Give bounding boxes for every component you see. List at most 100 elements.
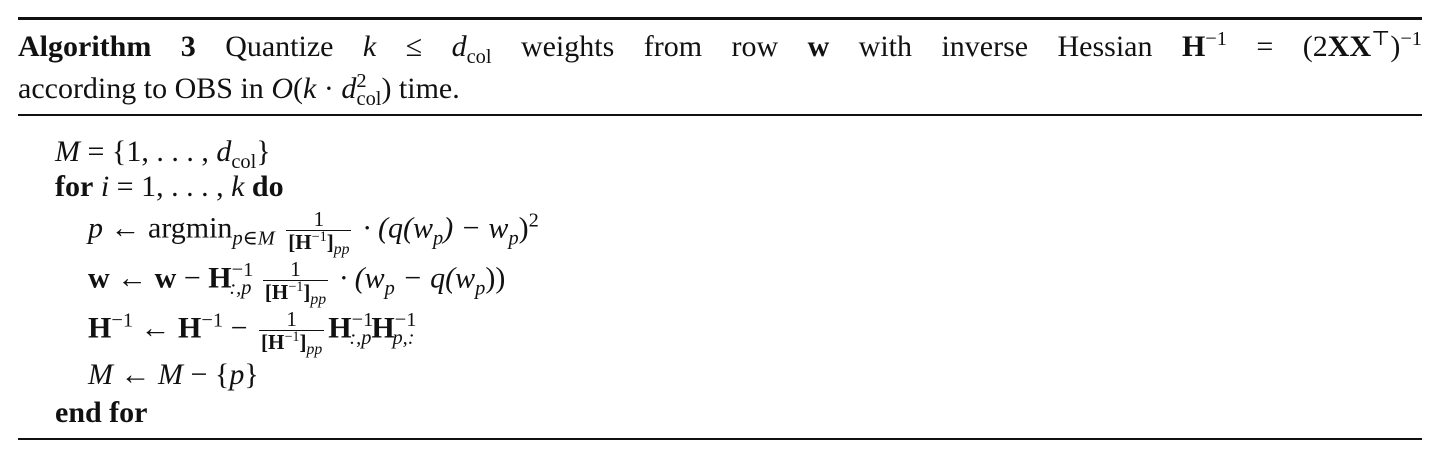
caption-text: with inverse Hessian (858, 30, 1153, 63)
fraction: 1 [H−1]pp (259, 307, 325, 358)
math-text: } (244, 358, 259, 391)
algorithm-label: Algorithm 3 (18, 30, 196, 63)
math-sub: col (231, 151, 257, 173)
top-rule (18, 17, 1422, 20)
math-M: M (88, 358, 113, 391)
header-rule (18, 114, 1422, 116)
math-sub: pp (306, 341, 323, 359)
frac-den: [H (261, 330, 285, 355)
math-sub: p∈M (232, 227, 275, 250)
algo-line-1: M = {1, . . . , dcol} (55, 135, 271, 172)
math-H: H (371, 311, 395, 345)
keyword-end-for: end for (55, 396, 148, 429)
math-sub: pp (333, 241, 350, 259)
math-sup: 2 (528, 209, 539, 232)
math-sup: −1 (201, 309, 224, 332)
math-sub: :,p (229, 277, 252, 300)
math-text: ( (292, 72, 303, 105)
frac-num: 1 (286, 307, 297, 331)
frac-den: [H (288, 230, 312, 255)
math-sub: p (384, 277, 395, 300)
math-k: k (362, 30, 377, 63)
math-text: )) (485, 261, 506, 295)
math-text: ) − w (443, 211, 509, 245)
math-text: ← (113, 358, 158, 391)
algorithm-caption-line-2: according to OBS in O(k · d2col) time. (18, 70, 460, 109)
caption-text: weights from row (520, 30, 779, 63)
bottom-rule (18, 438, 1422, 440)
frac-num: 1 (313, 207, 325, 231)
math-dot: · (316, 72, 342, 105)
math-leq: ≤ (405, 30, 423, 63)
math-w: w (154, 261, 177, 295)
math-sup: 2 (356, 70, 367, 92)
math-sub: p (475, 277, 486, 300)
frac-den: ] (303, 280, 311, 305)
math-sup: −1 (111, 309, 134, 332)
math-sup: −1 (311, 229, 327, 246)
caption-text: according to OBS in (18, 72, 264, 105)
math-d: d (216, 135, 232, 168)
math-text: − q(w (394, 261, 476, 295)
keyword-for: for (55, 170, 94, 203)
algo-line-7: end for (55, 396, 148, 430)
math-M: M (158, 358, 183, 391)
math-text: ) (1390, 30, 1401, 63)
math-eq: = (1256, 30, 1274, 63)
math-sup: −1 (288, 279, 304, 296)
math-p: p (229, 358, 245, 391)
math-text: − (176, 261, 209, 295)
math-H: H (328, 311, 352, 345)
math-XX: XX (1327, 30, 1372, 63)
math-text: · (q(w (362, 211, 433, 245)
caption-text: ) time. (381, 72, 460, 105)
math-text: (2 (1302, 30, 1328, 63)
math-text: } (256, 135, 271, 168)
math-sup: −1 (1205, 28, 1227, 50)
math-text: ← argmin (103, 211, 233, 245)
fraction: 1 [H−1]pp (262, 257, 329, 308)
keyword-do: do (251, 170, 284, 203)
math-sup: −1 (1400, 28, 1423, 50)
math-text: − (223, 311, 256, 345)
math-sup: −1 (284, 329, 300, 346)
math-text: ← (109, 261, 155, 295)
math-text: − { (183, 358, 230, 391)
algo-line-4: w ← w − H−1:,p 1 [H−1]pp · (wp − q(wp)) (88, 257, 506, 308)
math-H: H (178, 311, 202, 345)
fraction: 1 [H−1]pp (286, 207, 352, 258)
frac-num: 1 (290, 257, 301, 281)
math-w: w (807, 30, 830, 63)
math-sup: −1 (394, 309, 417, 332)
math-O: O (271, 72, 293, 105)
math-H: H (88, 311, 112, 345)
math-text: = {1, . . . , (80, 135, 217, 168)
math-k: k (302, 72, 317, 105)
algo-line-5: H−1 ← H−1 − 1 [H−1]pp H−1:,pH−1p,: (88, 307, 417, 358)
math-H: H (208, 261, 232, 295)
math-H: H (1181, 30, 1206, 63)
math-sub: p,: (392, 327, 415, 350)
frac-den: [H (264, 280, 289, 305)
math-d: d (451, 30, 467, 63)
algorithm-caption-line-1: Algorithm 3 Quantize k ≤ dcol weights fr… (18, 28, 1423, 67)
frac-den: ] (299, 330, 307, 355)
math-k: k (231, 170, 245, 203)
math-sup: −1 (351, 309, 374, 332)
math-sub: pp (310, 291, 327, 309)
math-sup: ⊤ (1371, 28, 1391, 50)
math-sub: :,p (349, 327, 372, 350)
algo-line-6: M ← M − {p} (88, 358, 259, 392)
algo-line-2: for i = 1, . . . , k do (55, 170, 284, 204)
algo-line-3: p ← argminp∈M 1 [H−1]pp · (q(wp) − wp)2 (88, 207, 539, 258)
math-text: ) (518, 211, 529, 245)
math-sub: col (466, 46, 492, 68)
math-text: = 1, . . . , (109, 170, 232, 203)
caption-text: Quantize (225, 30, 334, 63)
math-sub: p (432, 227, 444, 250)
math-sup: −1 (231, 259, 254, 282)
frac-den: ] (326, 230, 334, 255)
math-text: · (w (339, 261, 385, 295)
math-M: M (55, 135, 80, 168)
math-sub: p (508, 227, 519, 250)
